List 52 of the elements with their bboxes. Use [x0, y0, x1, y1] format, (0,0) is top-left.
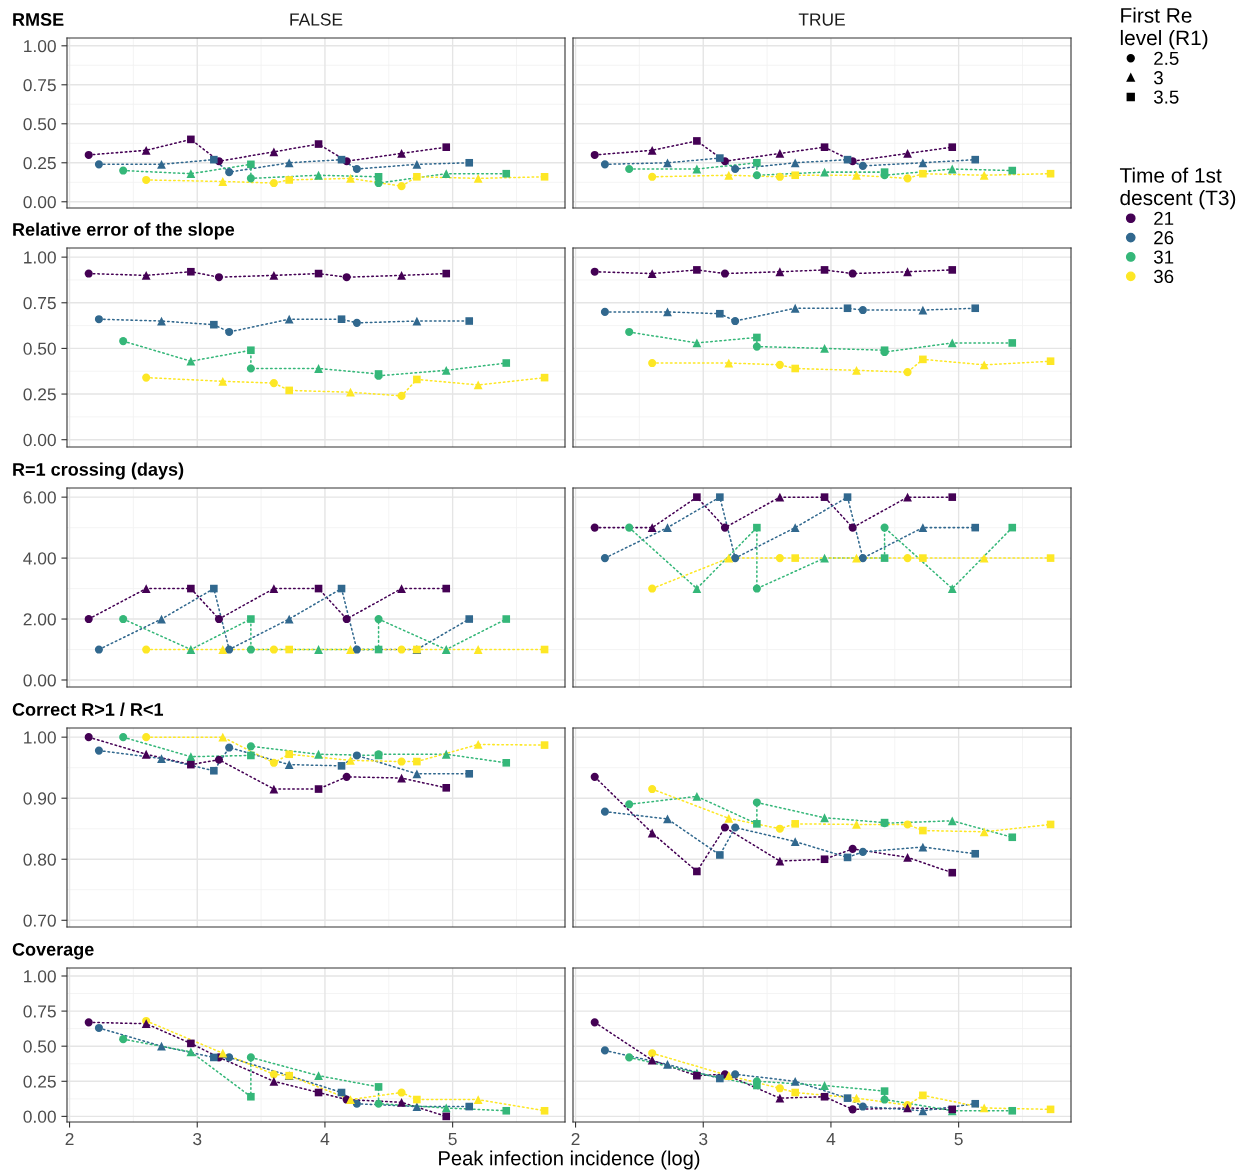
y-tick-label: 0.50: [23, 342, 56, 355]
y-tick-label: 0.50: [23, 1040, 56, 1053]
x-tick-label: 4: [826, 1133, 836, 1145]
y-tick-label: 0.75: [23, 78, 56, 92]
x-tick-label: 3: [699, 1132, 708, 1146]
text: 2.5: [1154, 51, 1179, 66]
y-tick-label: 1.00: [24, 731, 56, 744]
x-tick-label: 5: [448, 1133, 457, 1146]
text: 3.5: [1153, 90, 1179, 104]
text: 3: [1153, 71, 1163, 85]
y-tick-label: 0.90: [23, 792, 56, 805]
y-tick-label: 0.70: [23, 914, 56, 927]
point: [465, 1102, 474, 1111]
y-tick-label: 1.00: [24, 251, 56, 264]
y-tick-label: 0.25: [23, 1075, 56, 1088]
point: [465, 615, 474, 623]
y-tick-label: 2.00: [23, 613, 56, 626]
y-tick-label: 6.00: [23, 491, 56, 504]
legend-label: 36: [1153, 269, 1174, 284]
x-tick-label: 5: [954, 1133, 963, 1146]
x-tick-label: 4: [320, 1133, 330, 1145]
legend-title: First Re level (R1): [1120, 7, 1208, 50]
legend-label: 21: [1154, 211, 1174, 225]
chart-title: Relative error of the slope: [13, 222, 235, 240]
y-tick-label: 0.00: [23, 1110, 56, 1123]
y-tick-label: 0.25: [23, 156, 56, 170]
y-tick-label: 0.75: [23, 1005, 56, 1018]
chart-title: R=1 crossing (days): [13, 462, 184, 480]
x-tick-label: 3: [193, 1132, 202, 1146]
chart-title: Coverage: [12, 942, 94, 960]
legend-label: 31: [1153, 250, 1174, 264]
y-tick-label: 0.80: [23, 853, 56, 866]
y-tick-label: 1.00: [24, 39, 56, 53]
y-tick-label: 0.75: [23, 296, 56, 310]
legend-title: Time of 1st descent (T3): [1119, 167, 1236, 210]
y-tick-label: 0.00: [23, 674, 56, 687]
y-tick-label: 1.00: [24, 970, 56, 983]
y-tick-label: 0.00: [23, 195, 56, 209]
point: [210, 1053, 218, 1062]
point: [210, 584, 218, 593]
y-tick-label: 0.25: [23, 388, 56, 401]
chart-subtitle: TRUE: [798, 13, 845, 26]
x-tick-label: 2: [571, 1132, 580, 1145]
y-tick-label: 4.00: [23, 552, 56, 565]
y-tick-label: 0.50: [23, 117, 56, 131]
chart-title: RMSE: [13, 13, 64, 26]
legend-label: 26: [1154, 231, 1174, 245]
chart-subtitle: FALSE: [290, 13, 343, 26]
chart-title: Correct R>1 / R<1: [12, 702, 164, 717]
y-tick-label: 0.00: [23, 433, 56, 447]
x-tick-label: 2: [65, 1132, 74, 1145]
x-axis-title: Peak infection incidence (log): [439, 1150, 700, 1170]
